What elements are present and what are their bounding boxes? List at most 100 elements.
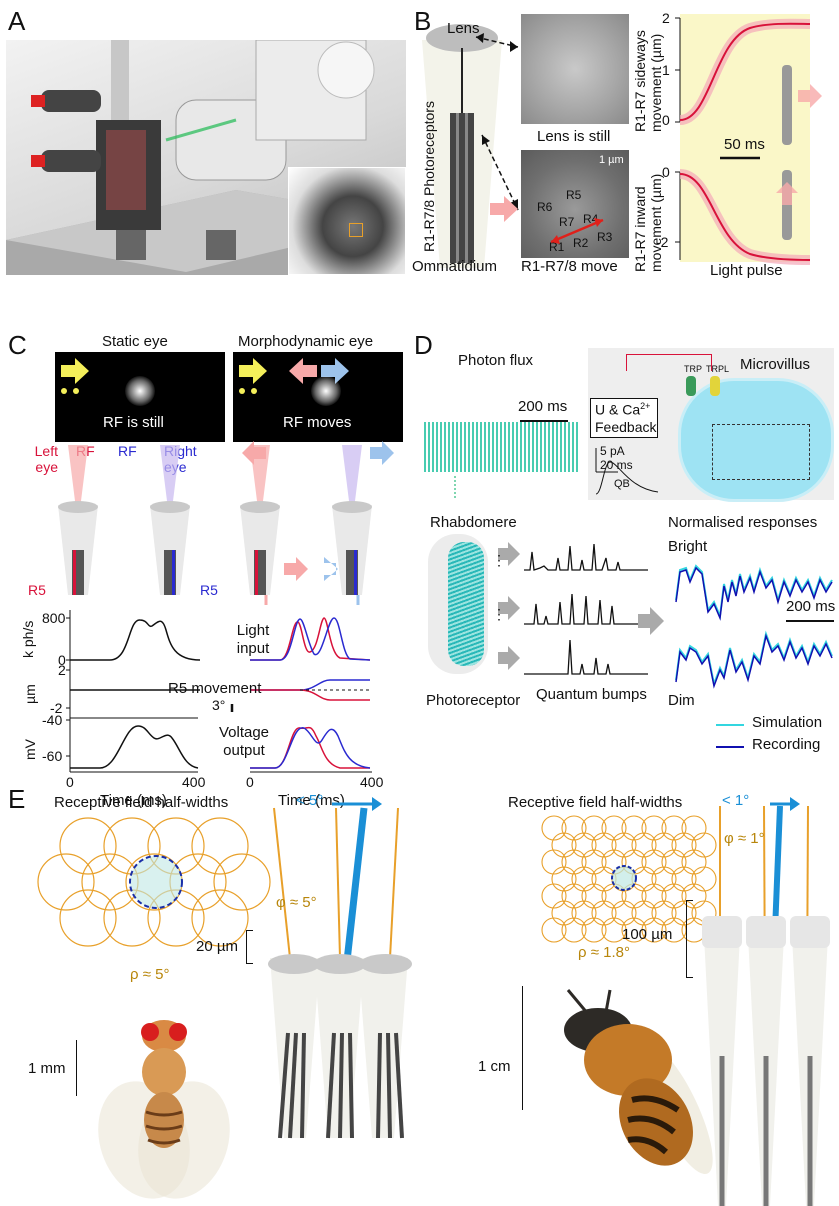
bottom-tick-0: 0 xyxy=(662,164,670,180)
scale-200ms-b: 200 ms xyxy=(786,598,836,615)
rf-circle xyxy=(551,832,577,858)
trp-label: TRP xyxy=(684,364,702,374)
feedback-box: U & Ca2+ Feedback xyxy=(590,398,658,438)
rho18-label: ρ ≈ 1.8° xyxy=(578,944,630,961)
rf-circle xyxy=(631,900,657,926)
rf-circle xyxy=(551,900,577,926)
tick-m60: -60 xyxy=(42,748,63,764)
cell-r7: R7 xyxy=(559,215,575,229)
um-label: µm xyxy=(22,684,38,704)
rf-hw-left-label: Receptive field half-widths xyxy=(54,794,229,811)
yellow-arrow-icon xyxy=(239,358,267,384)
three-deg-label: 3° xyxy=(212,697,226,713)
qb-waveform xyxy=(595,448,659,495)
rf-circle xyxy=(621,917,647,943)
photoreceptors-label: R1-R7/8 Photoreceptors xyxy=(421,101,437,252)
blue-arrow-icon xyxy=(770,797,800,811)
feedback-line-2: Feedback xyxy=(595,419,657,435)
mv-label: mV xyxy=(22,739,38,760)
fruit-fly-illustration xyxy=(98,1020,230,1199)
tick-0: 0 xyxy=(58,652,66,668)
eye-dots xyxy=(61,388,67,394)
r5-movement-label: R5 movement xyxy=(168,680,262,697)
um100-label: 100 µm xyxy=(622,926,673,943)
bright-label: Bright xyxy=(668,538,708,555)
rf-circle xyxy=(661,849,687,875)
rf-circle xyxy=(581,883,607,909)
voltage-output-traces xyxy=(66,716,372,773)
rf-circle xyxy=(651,832,677,858)
panel-label-b: B xyxy=(414,6,432,36)
scale-bar-1cm xyxy=(522,986,523,1110)
rf-circle xyxy=(591,900,617,926)
phi1-label: φ ≈ 1° xyxy=(724,830,765,847)
dots-1: ⋮ xyxy=(492,552,506,568)
rf-circle xyxy=(651,866,677,892)
rf-circle xyxy=(551,866,577,892)
scale-bar-200ms xyxy=(520,420,568,422)
rf-circle xyxy=(561,917,587,943)
x-tick-0-a: 0 xyxy=(66,774,74,790)
rf-circle xyxy=(671,900,697,926)
rho5-label: ρ ≈ 5° xyxy=(130,966,170,983)
rf-circle xyxy=(571,866,597,892)
fly-ommatidia xyxy=(268,807,412,1139)
um20-label: 20 µm xyxy=(196,938,238,955)
scale-200ms: 200 ms xyxy=(518,398,568,415)
light-input-label: Light input xyxy=(236,622,270,657)
rf-circle xyxy=(641,883,667,909)
eye-dots xyxy=(239,388,245,394)
recording-label: Recording xyxy=(752,736,821,753)
panel-label-c: C xyxy=(8,330,27,360)
rf-circle xyxy=(541,815,567,841)
rf-circle xyxy=(581,849,607,875)
fly-rf-circles xyxy=(37,817,271,947)
rf-circle xyxy=(661,815,687,841)
left-eye-label: Left eye xyxy=(34,443,58,475)
rf-circle xyxy=(671,866,697,892)
quantum-bumps-label: Quantum bumps xyxy=(536,686,647,703)
ommatidium-diagram xyxy=(422,24,502,268)
rhabdomere-microvilli xyxy=(448,542,484,666)
rf-circle xyxy=(641,849,667,875)
time-label-b: Time (ms) xyxy=(278,792,345,809)
yellow-arrow-icon xyxy=(61,358,89,384)
rf-circle xyxy=(561,815,587,841)
voltage-output-label: Voltage output xyxy=(218,724,270,759)
pink-arrow-icon xyxy=(490,196,518,222)
cell-r1: R1 xyxy=(549,240,565,254)
recording-swatch xyxy=(716,746,744,748)
phi5-label: φ ≈ 5° xyxy=(276,894,317,911)
rf-blob xyxy=(125,376,155,406)
pink-left-arrow-icon xyxy=(289,358,317,384)
pathway-box xyxy=(712,424,810,480)
light-pulse-label: Light pulse xyxy=(710,262,783,279)
rf-circle xyxy=(541,849,567,875)
blue-right-arrow-icon xyxy=(321,358,349,384)
cell-r3: R3 xyxy=(597,230,613,244)
normalised-response-traces xyxy=(675,564,833,689)
lens-still-image xyxy=(521,14,629,124)
feedback-line-1: U & Ca2+ xyxy=(595,401,650,418)
grey-arrow-icon xyxy=(638,607,664,635)
dashed-arrows xyxy=(475,33,519,211)
static-rf-box: RF is still xyxy=(55,352,225,442)
dim-label: Dim xyxy=(668,692,695,709)
lt1-label: < 1° xyxy=(722,792,750,809)
scale-bar-200ms-b xyxy=(786,620,834,622)
rf-circle xyxy=(611,832,637,858)
inset-box xyxy=(349,223,363,237)
kphs-label: k ph/s xyxy=(20,620,36,658)
r5-left-label: R5 xyxy=(28,582,46,598)
x-tick-400-a: 400 xyxy=(182,774,206,790)
rf-circle xyxy=(571,900,597,926)
x-tick-0-b: 0 xyxy=(246,774,254,790)
quantum-bumps-traces xyxy=(498,542,648,675)
simulation-label: Simulation xyxy=(752,714,823,731)
bee-ommatidia xyxy=(702,805,830,1206)
rf-moves-label: RF moves xyxy=(283,414,352,431)
rf-blob xyxy=(311,376,341,406)
rf-circle xyxy=(601,815,627,841)
dots-2: ⋮ xyxy=(492,606,506,622)
qb-label: QB xyxy=(614,478,630,490)
